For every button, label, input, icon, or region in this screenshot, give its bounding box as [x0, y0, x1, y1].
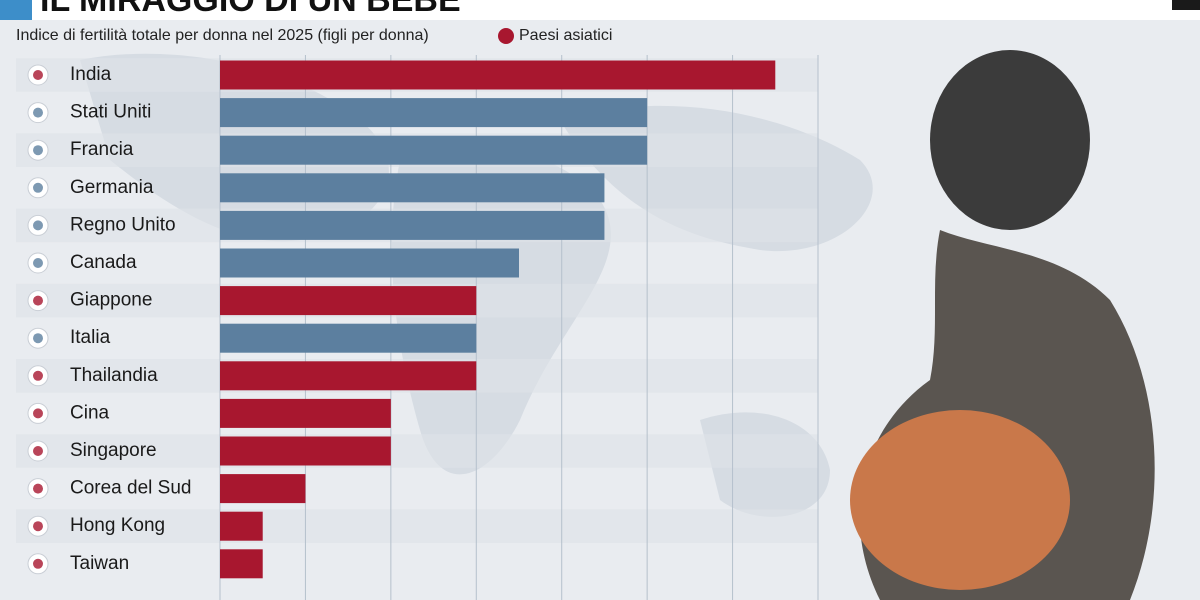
illustration — [850, 50, 1155, 600]
flag-accent — [33, 258, 43, 268]
category-label: Canada — [70, 252, 137, 273]
bar — [220, 60, 776, 90]
row-stripe — [16, 434, 818, 468]
bar — [220, 173, 605, 203]
bar — [220, 323, 477, 353]
flag-accent — [33, 145, 43, 156]
flag-accent — [33, 483, 43, 494]
category-label: Thailandia — [70, 365, 158, 386]
flag-accent — [33, 295, 43, 306]
bar — [220, 210, 605, 240]
flag-accent — [33, 521, 43, 532]
flag-accent — [33, 70, 43, 80]
flag-accent — [33, 558, 43, 569]
category-label: India — [70, 64, 112, 85]
category-label: Italia — [70, 327, 111, 348]
legend-label: Paesi asiatici — [519, 27, 612, 44]
category-label: Corea del Sud — [70, 478, 191, 499]
bar — [220, 398, 391, 428]
bar — [220, 436, 391, 466]
row-stripe — [16, 509, 818, 543]
bar — [220, 248, 519, 278]
flag-accent — [33, 446, 43, 456]
category-label: Cina — [70, 402, 110, 423]
flag-accent — [33, 182, 43, 193]
flag-accent — [33, 333, 43, 344]
chart-subtitle: Indice di fertilità totale per donna nel… — [16, 27, 429, 44]
category-label: Stati Uniti — [70, 102, 151, 123]
bar — [220, 98, 648, 128]
category-label: Singapore — [70, 440, 157, 461]
bar — [220, 286, 477, 316]
bar — [220, 474, 306, 504]
category-label: Regno Unito — [70, 214, 176, 235]
bar — [220, 549, 263, 579]
flag-accent — [33, 408, 43, 419]
flag-accent — [33, 107, 43, 118]
category-label: Francia — [70, 139, 134, 160]
flag-accent — [33, 370, 43, 381]
title-marker — [0, 0, 32, 20]
chart-title: IL MIRAGGIO DI UN BEBÈ — [40, 0, 461, 19]
legend-swatch — [498, 28, 514, 44]
bar — [220, 135, 648, 165]
bar — [220, 511, 263, 541]
category-label: Germania — [70, 177, 154, 198]
category-label: Hong Kong — [70, 515, 165, 536]
flag-accent — [33, 220, 43, 231]
bar — [220, 361, 477, 391]
category-label: Giappone — [70, 290, 152, 311]
category-label: Taiwan — [70, 553, 129, 574]
title-bar — [0, 0, 1200, 20]
logo — [1172, 0, 1200, 10]
